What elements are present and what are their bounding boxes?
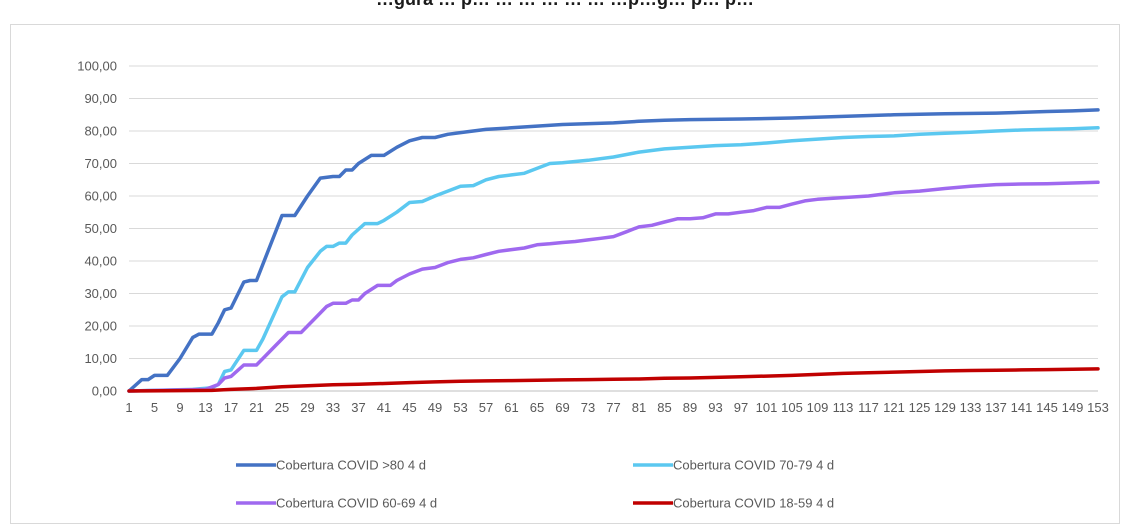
legend-label: Cobertura COVID >80 4 d bbox=[276, 458, 426, 473]
x-tick-label: 9 bbox=[176, 400, 183, 415]
x-tick-label: 21 bbox=[249, 400, 263, 415]
x-tick-label: 49 bbox=[428, 400, 442, 415]
y-tick-label: 80,00 bbox=[84, 124, 117, 139]
y-tick-label: 50,00 bbox=[84, 221, 117, 236]
x-axis-ticks: 1 5 9 13 17 21 25 29 33 37 41 45 49 53 57 61 65 69 73 77 81 8… bbox=[125, 400, 1108, 415]
x-tick-label: 101 bbox=[756, 400, 778, 415]
x-tick-label: 33 bbox=[326, 400, 340, 415]
x-tick-label: 133 bbox=[960, 400, 982, 415]
x-tick-label: 149 bbox=[1062, 400, 1084, 415]
x-tick-label: 53 bbox=[453, 400, 467, 415]
x-tick-label: 25 bbox=[275, 400, 289, 415]
y-tick-label: 0,00 bbox=[92, 384, 117, 399]
x-tick-label: 137 bbox=[985, 400, 1007, 415]
x-tick-label: 41 bbox=[377, 400, 391, 415]
series-line-4 bbox=[127, 367, 1100, 393]
legend-item: Cobertura COVID 60-69 4 d bbox=[236, 496, 437, 511]
y-tick-label: 70,00 bbox=[84, 156, 117, 171]
x-tick-label: 1 bbox=[125, 400, 132, 415]
x-tick-label: 13 bbox=[198, 400, 212, 415]
series-lines bbox=[127, 108, 1100, 393]
legend-item: Cobertura COVID 70-79 4 d bbox=[633, 458, 834, 473]
gridlines bbox=[129, 65, 1098, 392]
series-line-3 bbox=[127, 180, 1100, 393]
legend-item: Cobertura COVID >80 4 d bbox=[236, 458, 426, 473]
legend-label: Cobertura COVID 60-69 4 d bbox=[276, 496, 437, 511]
legend: Cobertura COVID >80 4 d Cobertura COVID 7… bbox=[236, 458, 834, 511]
x-tick-label: 109 bbox=[807, 400, 829, 415]
chart-frame: 0,00 10,00 20,00 30,00 40,00 50,00 60,00 70,00 8… bbox=[10, 24, 1120, 524]
x-tick-label: 121 bbox=[883, 400, 905, 415]
x-tick-label: 29 bbox=[300, 400, 314, 415]
x-tick-label: 37 bbox=[351, 400, 365, 415]
x-tick-label: 81 bbox=[632, 400, 646, 415]
y-axis-ticks: 0,00 10,00 20,00 30,00 40,00 50,00 60,00 70,00 8… bbox=[77, 59, 117, 399]
y-tick-label: 100,00 bbox=[77, 59, 117, 74]
x-tick-label: 145 bbox=[1036, 400, 1058, 415]
x-tick-label: 113 bbox=[833, 400, 854, 415]
legend-item: Cobertura COVID 18-59 4 d bbox=[633, 496, 834, 511]
x-tick-label: 89 bbox=[683, 400, 697, 415]
x-tick-label: 5 bbox=[151, 400, 158, 415]
x-tick-label: 117 bbox=[858, 400, 879, 415]
x-tick-label: 153 bbox=[1087, 400, 1109, 415]
y-tick-label: 60,00 bbox=[84, 189, 117, 204]
x-tick-label: 125 bbox=[909, 400, 931, 415]
x-tick-label: 65 bbox=[530, 400, 544, 415]
series-line-1 bbox=[127, 108, 1100, 393]
y-tick-label: 90,00 bbox=[84, 91, 117, 106]
line-chart: 0,00 10,00 20,00 30,00 40,00 50,00 60,00 70,00 8… bbox=[77, 59, 1109, 511]
legend-label: Cobertura COVID 18-59 4 d bbox=[673, 496, 834, 511]
x-tick-label: 77 bbox=[606, 400, 620, 415]
legend-label: Cobertura COVID 70-79 4 d bbox=[673, 458, 834, 473]
y-tick-label: 20,00 bbox=[84, 319, 117, 334]
y-tick-label: 40,00 bbox=[84, 254, 117, 269]
series-line-2 bbox=[127, 126, 1100, 393]
x-tick-label: 17 bbox=[224, 400, 238, 415]
x-tick-label: 57 bbox=[479, 400, 493, 415]
x-tick-label: 93 bbox=[708, 400, 722, 415]
x-tick-label: 105 bbox=[781, 400, 803, 415]
x-tick-label: 141 bbox=[1011, 400, 1033, 415]
y-tick-label: 30,00 bbox=[84, 286, 117, 301]
x-tick-label: 69 bbox=[555, 400, 569, 415]
x-tick-label: 129 bbox=[934, 400, 956, 415]
y-tick-label: 10,00 bbox=[84, 351, 117, 366]
x-tick-label: 45 bbox=[402, 400, 416, 415]
x-tick-label: 85 bbox=[657, 400, 671, 415]
chart-title: …gura … p… … … … … … …p…g… p… p… bbox=[0, 0, 1130, 10]
x-tick-label: 73 bbox=[581, 400, 595, 415]
x-tick-label: 61 bbox=[504, 400, 518, 415]
x-tick-label: 97 bbox=[734, 400, 748, 415]
